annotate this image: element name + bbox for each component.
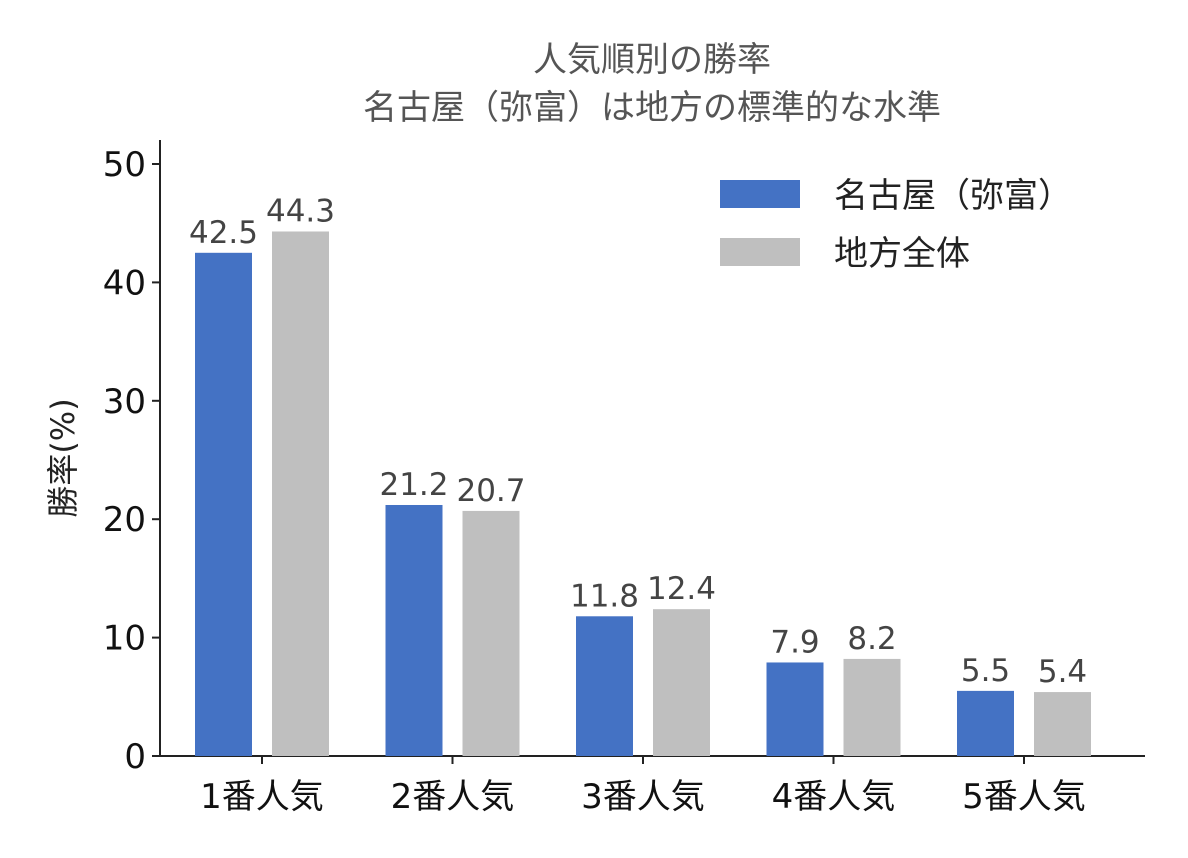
x-tick-label: 5番人気 bbox=[962, 777, 1086, 817]
bar-series-2 bbox=[462, 510, 520, 756]
chart-subtitle: 名古屋（弥富）は地方の標準的な水準 bbox=[363, 88, 941, 128]
bar-series-2 bbox=[1034, 692, 1091, 756]
bar-value-label: 21.2 bbox=[379, 467, 448, 503]
x-tick-label: 2番人気 bbox=[391, 777, 515, 817]
bar-series-2 bbox=[272, 231, 329, 756]
bar-value-label: 20.7 bbox=[456, 473, 525, 509]
bar-value-label: 12.4 bbox=[647, 571, 716, 607]
bars bbox=[195, 231, 1091, 757]
bar-value-label: 8.2 bbox=[847, 621, 896, 657]
y-tick-label: 40 bbox=[103, 263, 146, 303]
x-tick-label: 4番人気 bbox=[772, 777, 896, 817]
x-tick-label: 1番人気 bbox=[200, 777, 324, 817]
legend-label: 名古屋（弥富） bbox=[834, 176, 1072, 216]
legend-swatch bbox=[720, 180, 800, 208]
bar-series-1 bbox=[195, 252, 252, 757]
legend-label: 地方全体 bbox=[834, 234, 970, 274]
y-tick-label: 30 bbox=[103, 382, 146, 422]
bar-value-label: 5.4 bbox=[1038, 654, 1087, 690]
x-tick-labels: 1番人気 2番人気 3番人気 4番人気 5番人気 bbox=[200, 777, 1086, 817]
bar-value-label: 5.5 bbox=[961, 653, 1010, 689]
bar-value-label: 7.9 bbox=[770, 624, 819, 660]
y-tick-labels: 0 10 20 30 40 50 bbox=[103, 145, 146, 777]
y-tick-label: 50 bbox=[103, 145, 146, 185]
y-axis-label: 勝率(%) bbox=[44, 398, 82, 517]
bar-series-1 bbox=[385, 504, 443, 756]
chart-title: 人気順別の勝率 bbox=[533, 40, 771, 80]
bar-value-label: 42.5 bbox=[189, 215, 258, 251]
bar-series-1 bbox=[766, 662, 824, 756]
y-tick-label: 10 bbox=[103, 619, 146, 659]
value-labels: 42.544.3 21.2 20.7 11.8 12.4 7.9 8.2 5.5 5.4 bbox=[189, 193, 1087, 690]
legend-swatch bbox=[720, 238, 800, 266]
y-tick-label: 0 bbox=[124, 737, 146, 777]
legend: 名古屋（弥富） 地方全体 bbox=[720, 176, 1072, 274]
y-tick-label: 20 bbox=[103, 500, 146, 540]
x-tick-label: 3番人気 bbox=[581, 777, 705, 817]
bar-value-label: 44.3 bbox=[266, 193, 335, 229]
bar-series-1 bbox=[957, 690, 1014, 756]
bar-value-label: 11.8 bbox=[570, 578, 639, 614]
bar-series-1 bbox=[576, 616, 633, 756]
bar-series-2 bbox=[653, 609, 710, 756]
bar-series-2 bbox=[843, 658, 901, 756]
